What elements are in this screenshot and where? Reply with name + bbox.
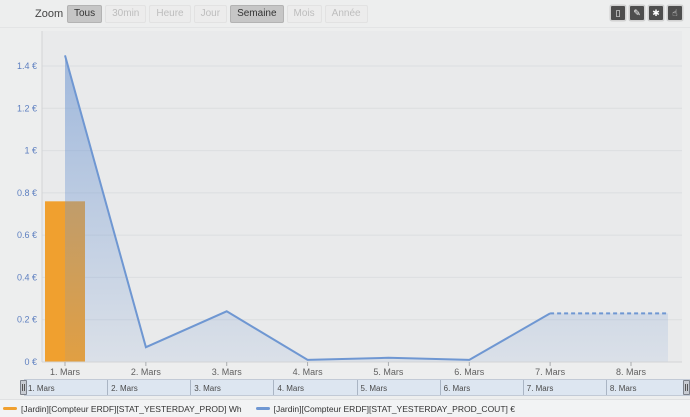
- x-axis-label: 3. Mars: [212, 367, 243, 377]
- legend-series-dash: [3, 407, 17, 410]
- navigator-cell[interactable]: 4. Mars: [273, 380, 356, 395]
- x-axis-label: 5. Mars: [373, 367, 404, 377]
- navigator-cell[interactable]: 5. Mars: [356, 380, 440, 395]
- y-axis-label: 1 €: [24, 146, 37, 156]
- hand-icon[interactable]: ☝: [667, 5, 683, 21]
- navigator-left-handle[interactable]: [20, 380, 27, 395]
- legend-series-dash: [255, 407, 270, 410]
- y-axis-label: 1.4 €: [17, 61, 37, 71]
- range-button-année[interactable]: Année: [324, 5, 368, 23]
- navigator-cell[interactable]: 3. Mars: [190, 380, 273, 395]
- y-axis-label: 0.8 €: [17, 188, 37, 198]
- legend-series-label: [Jardin][Compteur ERDF][STAT_YESTERDAY_P…: [273, 403, 515, 414]
- panel-icon[interactable]: ▯: [610, 5, 626, 21]
- gear-icon[interactable]: ✱: [648, 5, 664, 21]
- chart-canvas[interactable]: 1.4 € 1.2 € 1 € 0.8 € 0.6 € 0.4 € 0.2 € 0 € 1. M…: [0, 29, 690, 377]
- range-button-heure[interactable]: Heure: [149, 5, 191, 23]
- y-axis-label: 1.2 €: [17, 103, 37, 113]
- line-prod-cout[interactable]: [64, 55, 551, 361]
- pencil-icon[interactable]: ✎: [629, 5, 645, 21]
- y-axis-label: 0 €: [24, 357, 37, 367]
- range-button-mois[interactable]: Mois: [286, 5, 322, 23]
- area-fill-prod-cout: [65, 55, 668, 363]
- chart-action-buttons: ▯ ✎ ✱ ☝: [610, 5, 683, 21]
- navigator-cell[interactable]: 7. Mars: [522, 380, 606, 395]
- y-axis-label: 0.4 €: [17, 272, 37, 282]
- navigator-cell[interactable]: 8. Mars: [605, 380, 689, 395]
- plot-area[interactable]: [42, 31, 682, 362]
- x-axis-label: 8. Mars: [616, 367, 647, 377]
- x-axis-label: 2. Mars: [131, 367, 162, 377]
- range-button-tous[interactable]: Tous: [67, 5, 103, 23]
- range-button-30min[interactable]: 30min: [105, 5, 147, 23]
- y-axis-label: 0.2 €: [17, 315, 37, 325]
- range-selector-toolbar: Zoom Tous 30min Heure Jour Semaine Mois Année …: [0, 0, 690, 28]
- x-axis-label: 4. Mars: [293, 367, 324, 377]
- range-button-jour[interactable]: Jour: [193, 5, 228, 23]
- x-axis-label: 6. Mars: [454, 367, 485, 377]
- navigator-track[interactable]: 1. Mars 2. Mars 3. Mars 4. Mars 5. Mars 6. Ma…: [24, 379, 690, 396]
- legend-item[interactable]: [Jardin][Compteur ERDF][STAT_YESTERDAY_P…: [255, 403, 515, 414]
- range-buttons: Tous 30min Heure Jour Semaine Mois Année: [67, 5, 368, 23]
- zoom-label: Zoom: [35, 8, 64, 20]
- y-axis-label: 0.6 €: [17, 230, 37, 240]
- navigator-cell[interactable]: 2. Mars: [107, 380, 190, 395]
- legend-item[interactable]: [Jardin][Compteur ERDF][STAT_YESTERDAY_P…: [3, 404, 242, 414]
- chart-navigator: 1. Mars 2. Mars 3. Mars 4. Mars 5. Mars 6. Ma…: [0, 378, 690, 397]
- chart-legend: [Jardin][Compteur ERDF][STAT_YESTERDAY_P…: [0, 399, 690, 417]
- navigator-right-handle[interactable]: [683, 380, 690, 395]
- x-axis-label: 1. Mars: [50, 367, 81, 377]
- navigator-cell[interactable]: 6. Mars: [439, 380, 523, 395]
- range-button-semaine[interactable]: Semaine: [230, 5, 284, 23]
- x-axis-label: 7. Mars: [535, 367, 566, 377]
- navigator-cell[interactable]: 1. Mars: [28, 384, 55, 393]
- legend-series-label: [Jardin][Compteur ERDF][STAT_YESTERDAY_P…: [21, 403, 242, 414]
